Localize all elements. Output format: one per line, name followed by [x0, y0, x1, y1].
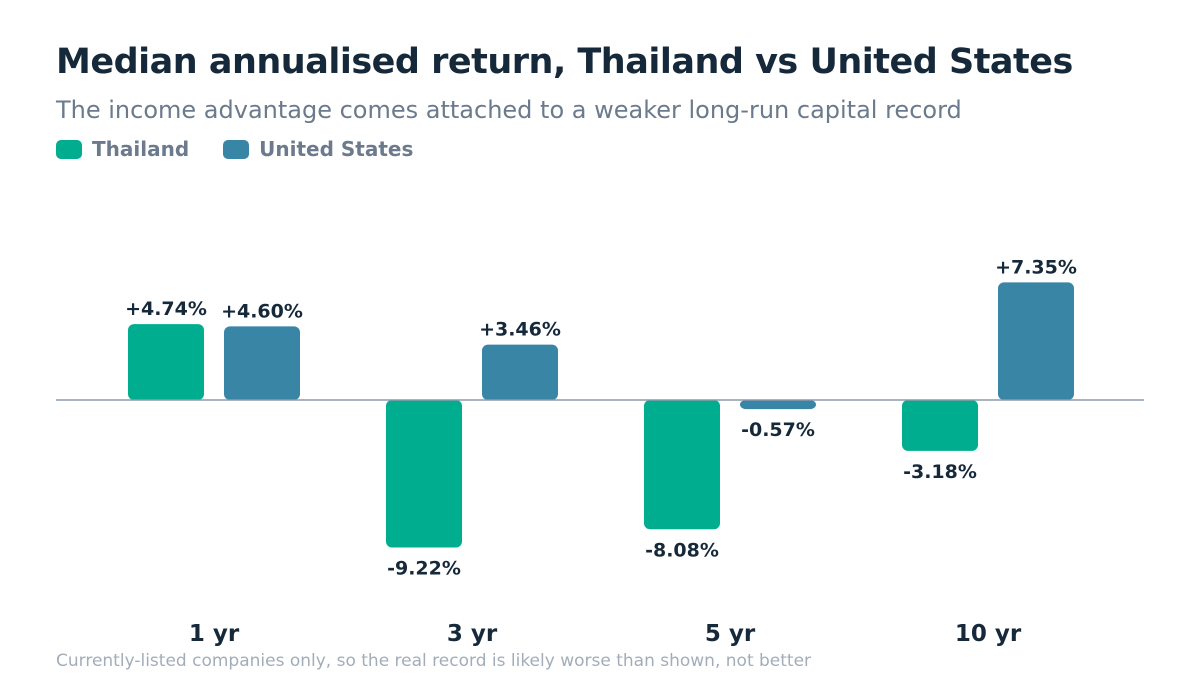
category-label-5-yr: 5 yr [705, 621, 756, 647]
data-label-united-states-3-yr: +3.46% [479, 319, 561, 341]
bar-united-states-10-yr [998, 282, 1074, 400]
legend: Thailand United States [56, 137, 413, 161]
chart-title: Median annualised return, Thailand vs Un… [56, 42, 1073, 82]
chart-subtitle: The income advantage comes attached to a… [56, 96, 962, 124]
data-label-united-states-1-yr: +4.60% [221, 300, 303, 322]
legend-item-thailand: Thailand [56, 137, 189, 161]
legend-label-thailand: Thailand [92, 137, 190, 161]
legend-item-united-states: United States [223, 137, 413, 161]
legend-label-united-states: United States [259, 137, 414, 161]
data-label-united-states-10-yr: +7.35% [995, 256, 1077, 278]
data-label-thailand-3-yr: -9.22% [387, 558, 461, 580]
category-label-3-yr: 3 yr [447, 621, 498, 647]
bar-united-states-1-yr [224, 326, 300, 400]
category-label-10-yr: 10 yr [955, 621, 1022, 647]
data-label-united-states-5-yr: -0.57% [741, 419, 815, 441]
data-label-thailand-5-yr: -8.08% [645, 539, 719, 561]
data-label-thailand-10-yr: -3.18% [903, 461, 977, 483]
bar-thailand-1-yr [128, 324, 204, 400]
category-label-1-yr: 1 yr [189, 621, 240, 647]
bar-united-states-3-yr [482, 344, 558, 400]
legend-swatch-united-states [223, 139, 250, 159]
bar-thailand-3-yr [386, 400, 462, 548]
bar-thailand-10-yr [902, 400, 978, 451]
footnote: Currently-listed companies only, so the … [56, 651, 812, 671]
bar-united-states-5-yr [740, 400, 816, 410]
legend-swatch-thailand [56, 139, 82, 159]
bar-thailand-5-yr [644, 400, 720, 530]
data-label-thailand-1-yr: +4.74% [125, 298, 207, 320]
